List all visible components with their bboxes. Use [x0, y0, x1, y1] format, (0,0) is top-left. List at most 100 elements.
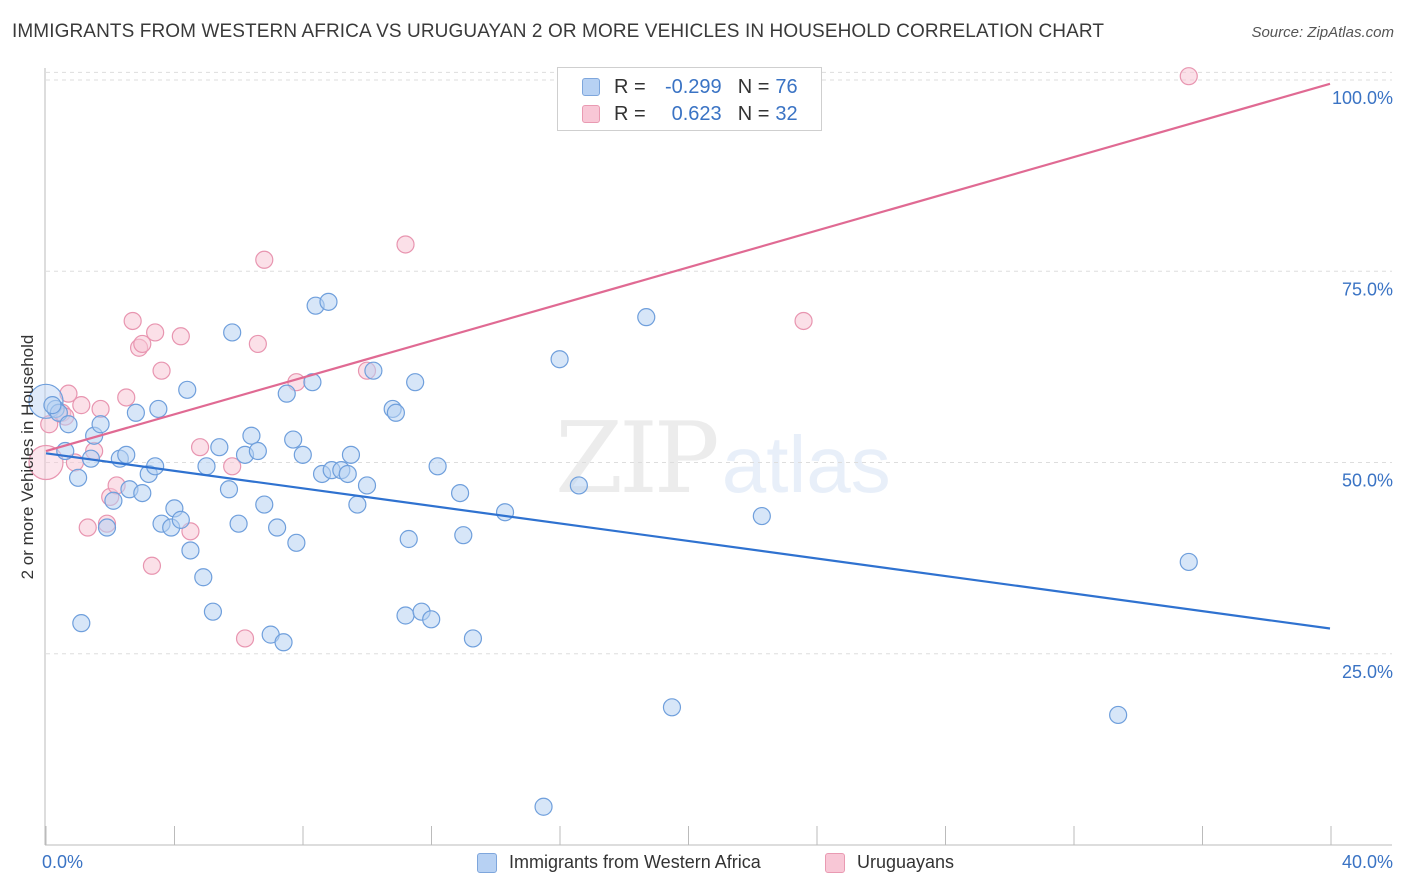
- western-africa-point: [428, 457, 447, 476]
- western-africa-point: [495, 503, 515, 522]
- legend-label: Uruguayans: [857, 852, 955, 872]
- legend-item-uruguayans[interactable]: Uruguayans: [825, 852, 954, 873]
- western-africa-trendline: [45, 452, 1331, 630]
- western-africa-point: [319, 292, 338, 311]
- western-africa-point: [242, 426, 261, 445]
- y-tick-label: 50.0%: [1342, 471, 1393, 491]
- uruguayans-point: [59, 384, 78, 403]
- uruguayans-points: [28, 67, 1198, 648]
- western-africa-point: [229, 514, 248, 533]
- western-africa-point: [178, 380, 197, 399]
- western-africa-point: [338, 464, 357, 484]
- uruguayans-point: [255, 250, 274, 269]
- legend-item-western-africa[interactable]: Immigrants from Western Africa: [477, 852, 761, 873]
- western-africa-point: [171, 510, 190, 529]
- western-africa-point: [386, 403, 405, 422]
- r-label: R =: [614, 75, 646, 98]
- r-value: -0.299: [664, 75, 722, 98]
- western-africa-point: [219, 480, 239, 499]
- n-value: 76: [775, 75, 798, 98]
- source-credit: Source: ZipAtlas.com: [1251, 24, 1394, 41]
- western-africa-points: [28, 292, 1198, 816]
- western-africa-point: [406, 373, 425, 392]
- uruguayans-point: [171, 327, 190, 346]
- western-africa-point: [203, 602, 223, 621]
- western-africa-point: [454, 526, 473, 545]
- western-africa-point: [91, 415, 110, 434]
- chart-title: IMMIGRANTS FROM WESTERN AFRICA VS URUGUA…: [12, 21, 1105, 42]
- western-africa-point: [126, 403, 145, 422]
- uruguayans-point: [133, 334, 152, 354]
- western-africa-point: [117, 445, 136, 464]
- western-africa-point: [277, 384, 296, 403]
- western-africa-point: [662, 698, 682, 717]
- western-africa-point: [463, 629, 483, 648]
- y-tick-labels: 25.0% 50.0% 75.0% 100.0%: [1332, 88, 1393, 682]
- western-africa-point: [43, 396, 62, 415]
- uruguayans-point: [1179, 67, 1198, 86]
- uruguayans-point: [223, 457, 242, 476]
- western-africa-point: [104, 491, 123, 510]
- western-africa-point: [637, 308, 656, 327]
- y-tick-label: 100.0%: [1332, 88, 1393, 108]
- uruguayans-point: [123, 311, 142, 331]
- western-africa-point: [248, 441, 267, 461]
- uruguayans-trendline: [45, 82, 1331, 453]
- western-africa-point: [274, 633, 293, 652]
- uruguayans-point: [117, 388, 136, 407]
- western-africa-point: [752, 506, 771, 526]
- legend-swatch-blue: [477, 852, 497, 873]
- legend-swatch-blue: [582, 78, 600, 96]
- western-africa-point: [569, 476, 588, 495]
- n-label: N =: [737, 75, 770, 98]
- uruguayans-point: [91, 399, 110, 419]
- western-africa-point: [357, 476, 377, 495]
- western-africa-point: [149, 399, 168, 419]
- r-label: R =: [614, 102, 646, 125]
- western-africa-point: [268, 518, 287, 537]
- western-africa-point: [284, 430, 303, 449]
- uruguayans-point: [146, 323, 165, 342]
- western-africa-point: [194, 568, 213, 587]
- western-africa-point: [1179, 552, 1198, 572]
- uruguayans-point: [142, 556, 162, 575]
- uruguayans-point: [78, 518, 97, 537]
- western-africa-point: [399, 529, 418, 549]
- western-africa-point: [348, 495, 367, 514]
- western-africa-point: [133, 484, 152, 503]
- western-africa-point: [450, 484, 470, 503]
- western-africa-point: [223, 323, 242, 342]
- series-legend: Immigrants from Western Africa Uruguayan…: [0, 852, 1406, 878]
- n-label: N =: [737, 102, 770, 125]
- western-africa-point: [197, 457, 216, 476]
- legend-swatch-pink: [582, 105, 600, 123]
- western-africa-point: [396, 606, 415, 625]
- y-tick-label: 75.0%: [1342, 279, 1393, 299]
- western-africa-point: [1109, 705, 1128, 725]
- western-africa-point: [534, 797, 553, 816]
- western-africa-point: [303, 373, 322, 392]
- western-africa-point: [287, 533, 306, 552]
- western-africa-point: [181, 541, 200, 560]
- stats-legend-row-uruguayans: R = 0.623 N = 32: [582, 101, 798, 127]
- western-africa-point: [72, 614, 91, 633]
- uruguayans-point: [152, 361, 171, 380]
- western-africa-point: [364, 361, 383, 380]
- stats-legend-row-western-africa: R = -0.299 N = 76: [582, 74, 798, 100]
- legend-swatch-pink: [825, 852, 845, 873]
- western-africa-point: [255, 495, 274, 514]
- western-africa-point: [422, 610, 441, 629]
- western-africa-point: [68, 468, 88, 487]
- western-africa-point: [97, 518, 117, 537]
- uruguayans-point: [794, 311, 813, 331]
- x-tick-label-max: 40.0%: [1341, 852, 1393, 872]
- uruguayans-point: [396, 235, 415, 254]
- n-value: 32: [775, 102, 798, 125]
- uruguayans-point: [72, 396, 91, 415]
- x-tick-label-min: 0.0%: [42, 852, 84, 872]
- western-africa-point: [59, 415, 78, 434]
- uruguayans-point: [248, 334, 267, 354]
- uruguayans-point: [190, 438, 210, 457]
- western-africa-point: [293, 445, 312, 464]
